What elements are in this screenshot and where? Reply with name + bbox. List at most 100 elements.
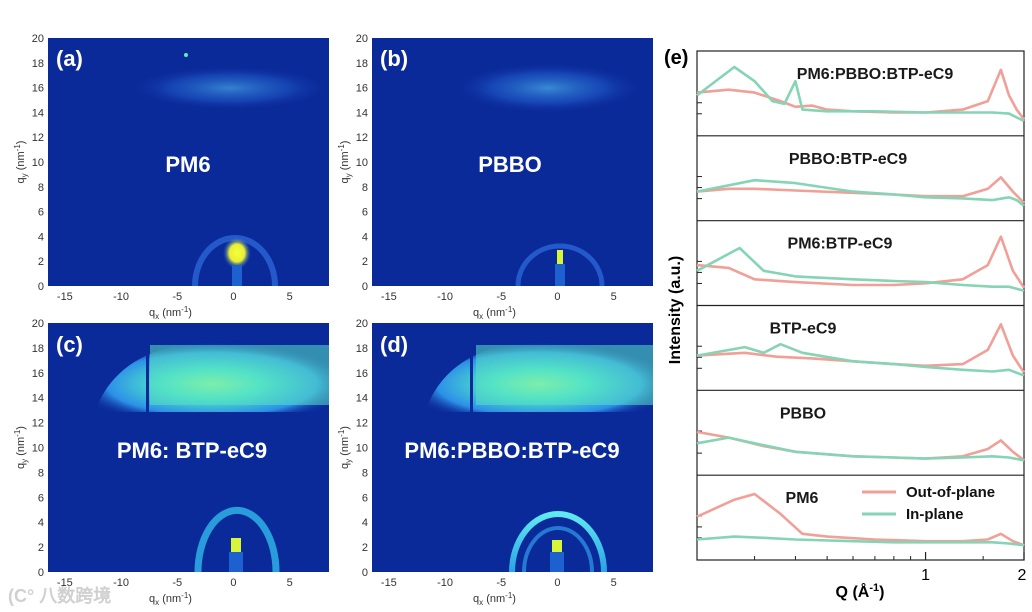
series-in-plane bbox=[696, 342, 1025, 377]
x-tick-label: -10 bbox=[113, 577, 129, 589]
sample-label-c: PM6: BTP-eC9 bbox=[117, 438, 267, 463]
beamstop-shadow bbox=[555, 264, 565, 286]
legend-label-in-plane: In-plane bbox=[906, 506, 964, 523]
watermark: (C° 八数跨境 bbox=[8, 585, 111, 606]
y-tick-label: 18 bbox=[32, 343, 44, 355]
profile-4: PBBO bbox=[696, 389, 1025, 462]
y-axis-label: qy (nm-1) bbox=[13, 426, 29, 469]
panel-letter-e: (e) bbox=[664, 47, 688, 69]
profile-5: PM6 bbox=[696, 474, 1025, 547]
y-tick-label: 16 bbox=[32, 83, 44, 95]
panel-a: (a) PM6 bbox=[48, 38, 329, 286]
scattering-ring bbox=[515, 243, 605, 286]
x-axis-label: Q (Å-1) bbox=[836, 582, 885, 601]
profile-1: PBBO:BTP-eC9 bbox=[696, 135, 1025, 207]
profile-2: PM6:BTP-eC9 bbox=[696, 220, 1026, 292]
x-tick-label: 5 bbox=[287, 577, 293, 589]
x-tick-label: 0 bbox=[554, 577, 560, 589]
scattering-ring-inner bbox=[522, 526, 594, 572]
panel-letter-b: (b) bbox=[380, 46, 408, 71]
legend: Out-of-plane In-plane bbox=[862, 484, 995, 523]
legend-label-out-of-plane: Out-of-plane bbox=[906, 484, 995, 501]
y-tick-label: 6 bbox=[362, 492, 368, 504]
y-tick-label: 2 bbox=[362, 256, 368, 268]
sample-label: PBBO:BTP-eC9 bbox=[789, 151, 907, 168]
series-out-of-plane bbox=[696, 492, 1025, 547]
y-tick-label: 12 bbox=[356, 418, 368, 430]
scattering-spot bbox=[223, 237, 251, 269]
y-tick-label: 12 bbox=[356, 132, 368, 144]
beamstop-shadow bbox=[229, 552, 243, 572]
x-axis-label: qx (nm-1) bbox=[149, 305, 192, 321]
y-tick-label: 6 bbox=[38, 207, 44, 219]
x-tick-label: 0 bbox=[230, 291, 236, 303]
series-in-plane bbox=[696, 436, 1025, 462]
beamstop-shadow bbox=[232, 265, 242, 286]
panel-letter-d: (d) bbox=[380, 332, 408, 357]
beamstop-shadow bbox=[550, 552, 564, 572]
y-tick-label: 10 bbox=[356, 443, 368, 455]
y-tick-label: 14 bbox=[32, 393, 44, 405]
y-tick-label: 16 bbox=[356, 368, 368, 380]
x-tick-label: 2 bbox=[1018, 567, 1027, 584]
y-tick-label: 8 bbox=[362, 182, 368, 194]
panel-letter-a: (a) bbox=[56, 46, 83, 71]
scattering-ring-outer bbox=[509, 511, 607, 572]
sample-label-d: PM6:PBBO:BTP-eC9 bbox=[404, 438, 619, 463]
series-in-plane bbox=[696, 535, 1025, 547]
x-tick-label: 1 bbox=[921, 567, 930, 584]
x-axis-label: qx (nm-1) bbox=[149, 591, 192, 607]
profile-0: PM6:PBBO:BTP-eC9 bbox=[696, 65, 1026, 123]
x-tick-label: 5 bbox=[287, 291, 293, 303]
x-tick-label: -15 bbox=[57, 291, 73, 303]
scattering-band bbox=[453, 63, 643, 113]
y-tick-label: 0 bbox=[362, 567, 368, 579]
x-axis-label: qx (nm-1) bbox=[473, 305, 516, 321]
y-tick-label: 12 bbox=[32, 132, 44, 144]
x-tick-label: -5 bbox=[172, 577, 182, 589]
y-axis-label: qy (nm-1) bbox=[337, 141, 353, 184]
panel-c: (c) PM6: BTP-eC9 bbox=[48, 323, 329, 572]
x-tick-label: -5 bbox=[496, 291, 506, 303]
series-in-plane bbox=[696, 65, 1025, 123]
y-tick-label: 20 bbox=[32, 33, 44, 45]
y-tick-label: 14 bbox=[356, 107, 368, 119]
x-tick-label: -10 bbox=[437, 577, 453, 589]
scattering-spot bbox=[552, 540, 562, 552]
series-in-plane bbox=[696, 246, 1025, 292]
x-tick-label: -15 bbox=[381, 577, 397, 589]
y-tick-label: 18 bbox=[32, 58, 44, 70]
y-tick-label: 0 bbox=[38, 567, 44, 579]
x-tick-label: 0 bbox=[554, 291, 560, 303]
y-tick-label: 6 bbox=[38, 492, 44, 504]
x-axis-label: qx (nm-1) bbox=[473, 591, 516, 607]
x-tick-label: -10 bbox=[113, 291, 129, 303]
sample-label: BTP-eC9 bbox=[770, 321, 837, 338]
y-axis-label: qy (nm-1) bbox=[337, 426, 353, 469]
y-tick-label: 20 bbox=[32, 318, 44, 330]
panel-b: (b) PBBO bbox=[372, 38, 653, 286]
y-tick-label: 20 bbox=[356, 33, 368, 45]
sample-label: PM6:BTP-eC9 bbox=[788, 236, 893, 253]
y-axis-label: Intensity (a.u.) bbox=[667, 256, 684, 364]
scattering-ring bbox=[194, 506, 280, 572]
y-tick-label: 4 bbox=[362, 517, 368, 529]
x-tick-label: 0 bbox=[230, 577, 236, 589]
y-tick-label: 16 bbox=[356, 83, 368, 95]
y-tick-label: 14 bbox=[32, 107, 44, 119]
y-tick-label: 8 bbox=[362, 467, 368, 479]
stacked-profiles: PM6:PBBO:BTP-eC9 PBBO:BTP-eC9 PM6:BTP-eC9 B… bbox=[696, 50, 1027, 584]
y-tick-label: 20 bbox=[356, 318, 368, 330]
y-tick-label: 4 bbox=[38, 517, 44, 529]
series-in-plane bbox=[696, 178, 1025, 207]
y-tick-label: 6 bbox=[362, 207, 368, 219]
y-tick-label: 4 bbox=[362, 231, 368, 243]
detector-gap bbox=[48, 412, 329, 415]
panel-d: (d) PM6:PBBO:BTP-eC9 bbox=[372, 323, 653, 572]
y-tick-label: 8 bbox=[38, 182, 44, 194]
scattering-spot bbox=[557, 250, 563, 264]
sample-label-a: PM6 bbox=[165, 152, 210, 177]
x-tick-label: -5 bbox=[172, 291, 182, 303]
